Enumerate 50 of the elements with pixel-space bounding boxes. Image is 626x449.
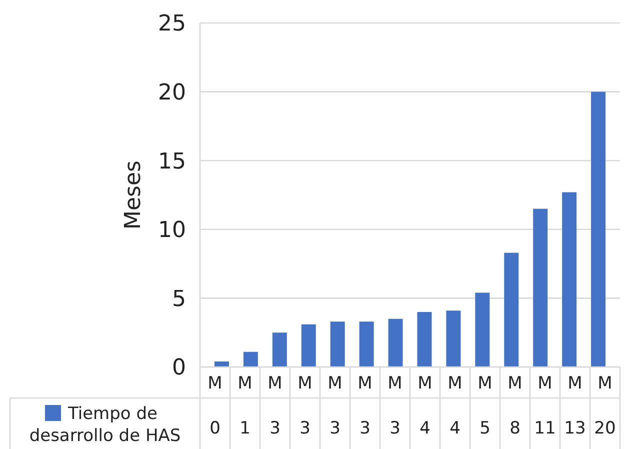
data-label: 4 [450,418,460,438]
legend-label: Tiempo de desarrollo de HAS [29,404,181,446]
data-label: 3 [300,418,310,438]
bar [243,352,258,367]
x-tick-label: M [268,373,282,394]
x-tick-label: M [508,373,522,394]
bar [359,322,374,367]
y-axis-title: Meses [121,160,146,230]
data-label: 3 [390,418,400,438]
y-tick-label: 5 [172,286,186,312]
y-tick-label: 0 [172,356,186,381]
data-label: 0 [210,418,220,438]
x-tick-label: M [358,373,372,394]
data-label: 3 [270,418,280,438]
bar [272,332,287,367]
x-tick-label: M [448,373,462,394]
data-label: 3 [360,418,370,438]
data-label: 1 [240,418,250,438]
bar [330,322,345,367]
data-label: 20 [594,418,616,438]
x-tick-label: M [538,373,552,394]
bar [533,208,548,367]
bar [214,361,229,367]
y-tick-label: 15 [158,149,186,174]
bar [301,324,316,367]
bar [475,292,490,367]
y-tick-label: 20 [158,80,186,106]
bar [504,252,519,367]
x-tick-label: M [598,373,612,394]
x-tick-label: M [568,373,582,394]
x-tick-label: M [478,373,492,394]
x-tick-label: M [328,373,342,394]
data-label: 4 [420,418,430,438]
bar [446,310,461,367]
x-tick-label: M [208,373,222,394]
data-label: 13 [564,418,586,438]
x-tick-label: M [238,373,252,394]
y-tick-label: 25 [158,12,186,37]
bar [388,318,403,367]
data-label: 5 [480,418,490,438]
data-label: 8 [510,418,520,438]
x-tick-label: M [388,373,402,394]
x-tick-label: M [298,373,312,394]
data-label: 11 [534,418,556,438]
x-tick-label: M [418,373,432,394]
data-label: 3 [330,418,340,438]
y-tick-label: 10 [158,218,186,244]
bar [417,312,432,367]
bar [591,92,606,367]
bar [562,192,577,367]
